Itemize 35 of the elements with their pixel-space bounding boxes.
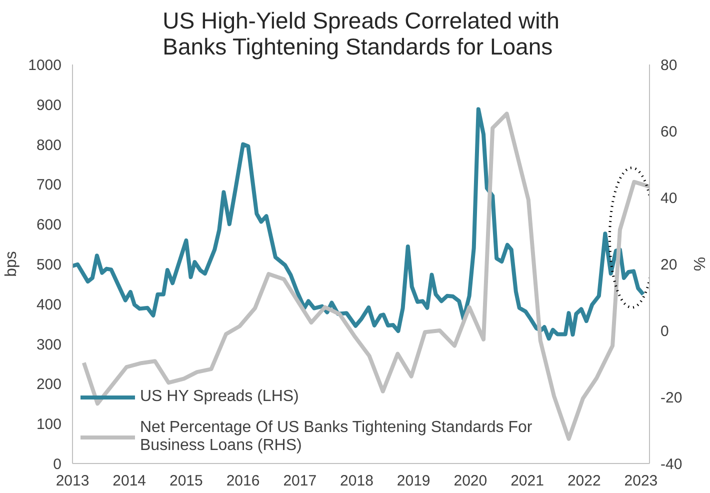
x-tick-label: 2015 <box>170 472 203 490</box>
x-tick-label: 2022 <box>567 472 601 490</box>
y-tick-label: 800 <box>36 136 62 154</box>
y-axis-title: bps <box>3 251 20 277</box>
y-tick-label: 900 <box>36 96 62 114</box>
y2-tick-label: 80 <box>660 57 678 74</box>
y-tick-label: 200 <box>36 376 62 394</box>
x-tick-label: 2021 <box>510 472 544 490</box>
x-tick-label: 2016 <box>226 472 260 490</box>
y-tick-label: 500 <box>36 256 62 274</box>
y-tick-label: 0 <box>53 456 62 473</box>
y2-tick-label: 0 <box>660 323 669 340</box>
y2-tick-label: -20 <box>660 390 682 406</box>
y-tick-label: 100 <box>36 416 62 434</box>
line-series <box>72 107 646 341</box>
y2-tick-label: 60 <box>660 124 678 140</box>
y2-tick-label: 20 <box>660 256 678 274</box>
x-tick-label: 2023 <box>624 472 658 490</box>
x-tick-label: 2013 <box>56 472 90 490</box>
y-tick-label: 600 <box>36 216 62 234</box>
legend-label: US HY Spreads (LHS) <box>140 388 299 406</box>
x-tick-label: 2019 <box>396 472 430 490</box>
legend-label: Net Percentage Of US Banks Tightening Standards For Business Loans (RHS) <box>140 419 532 455</box>
y-tick-label: 400 <box>36 296 62 314</box>
y2-axis-title: % <box>690 256 708 272</box>
chart-title: US High-Yield Spreads Correlated with Banks Tightening Standards for Loans <box>162 8 560 60</box>
y-tick-label: 700 <box>36 176 62 194</box>
y2-tick-label: -40 <box>660 456 682 473</box>
x-tick-label: 2014 <box>112 472 146 490</box>
y-tick-label: 1000 <box>28 57 62 74</box>
x-tick-label: 2018 <box>340 472 374 490</box>
y2-tick-label: 40 <box>660 190 678 207</box>
x-tick-label: 2017 <box>283 472 317 490</box>
y-tick-label: 300 <box>36 336 62 354</box>
x-tick-label: 2020 <box>454 472 488 490</box>
